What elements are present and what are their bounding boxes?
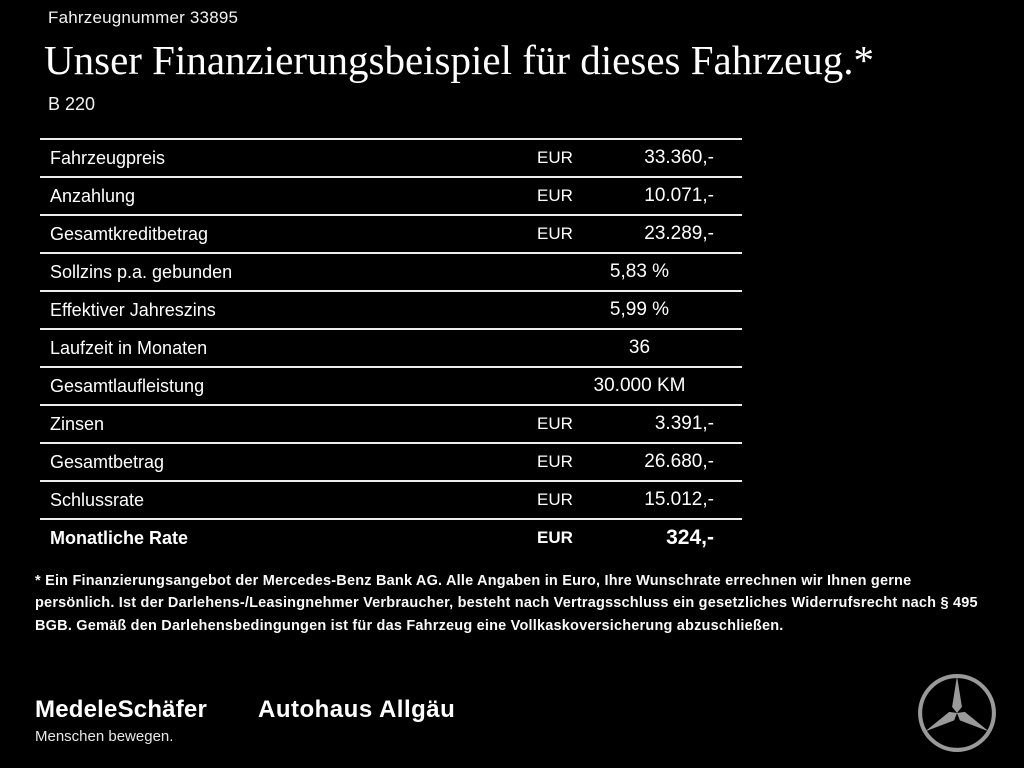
mercedes-star-icon — [916, 672, 998, 754]
row-label: Schlussrate — [50, 489, 145, 510]
row-currency: EUR — [537, 148, 573, 167]
row-currency: EUR — [537, 490, 573, 509]
row-label: Monatliche Rate — [50, 527, 189, 548]
row-value: 33.360,- — [644, 147, 714, 168]
table-row: Anzahlung EUR 10.071,- — [40, 176, 742, 214]
page-title: Unser Finanzierungsbeispiel für dieses F… — [44, 37, 875, 83]
row-label: Sollzins p.a. gebunden — [50, 261, 233, 282]
row-value: 10.071,- — [644, 185, 714, 206]
footnote: * Ein Finanzierungsangebot der Mercedes-… — [35, 573, 978, 634]
row-value: 3.391,- — [654, 413, 714, 434]
row-value: 26.680,- — [644, 451, 714, 472]
vehicle-number: Fahrzeugnummer 33895 — [48, 8, 239, 27]
financing-table: Fahrzeugpreis EUR 33.360,- Anzahlung EUR 10.0… — [40, 138, 742, 556]
table-row: Effektiver Jahreszins 5,99 % — [40, 290, 742, 328]
vehicle-model: B 220 — [48, 94, 96, 114]
row-label: Gesamtlaufleistung — [50, 375, 205, 396]
dealer-logo-medele-schaefer: MedeleSchäfer — [35, 696, 208, 723]
row-label: Fahrzeugpreis — [50, 147, 166, 168]
table-row: Sollzins p.a. gebunden 5,83 % — [40, 252, 742, 290]
table-row: Fahrzeugpreis EUR 33.360,- — [40, 138, 742, 176]
dealer-logo-autohaus-allgaeu: Autohaus Allgäu — [258, 696, 456, 723]
row-value: 15.012,- — [644, 489, 714, 510]
table-row: Laufzeit in Monaten 36 — [40, 328, 742, 366]
table-row: Monatliche Rate EUR 324,- — [40, 518, 742, 556]
row-value: 324,- — [666, 526, 714, 549]
row-label: Gesamtbetrag — [50, 451, 165, 472]
row-value: 5,83 % — [609, 261, 670, 282]
row-label: Anzahlung — [50, 185, 136, 206]
dealer-tagline: Menschen bewegen. — [35, 728, 174, 745]
table-row: Gesamtlaufleistung 30.000 KM — [40, 366, 742, 404]
row-value: 23.289,- — [644, 223, 714, 244]
row-label: Gesamtkreditbetrag — [50, 223, 209, 244]
table-row: Gesamtbetrag EUR 26.680,- — [40, 442, 742, 480]
row-currency: EUR — [537, 224, 573, 243]
row-value: 5,99 % — [609, 299, 670, 320]
row-label: Zinsen — [50, 413, 105, 434]
table-row: Schlussrate EUR 15.012,- — [40, 480, 742, 518]
row-value: 30.000 KM — [593, 375, 686, 396]
row-currency: EUR — [537, 452, 573, 471]
row-currency: EUR — [537, 528, 573, 547]
row-label: Effektiver Jahreszins — [50, 299, 216, 320]
table-row: Zinsen EUR 3.391,- — [40, 404, 742, 442]
footer: MedeleSchäfer Menschen bewegen. Autohaus… — [0, 670, 1024, 768]
table-row: Gesamtkreditbetrag EUR 23.289,- — [40, 214, 742, 252]
row-currency: EUR — [537, 186, 573, 205]
row-currency: EUR — [537, 414, 573, 433]
row-label: Laufzeit in Monaten — [50, 337, 208, 358]
row-value: 36 — [628, 337, 651, 358]
